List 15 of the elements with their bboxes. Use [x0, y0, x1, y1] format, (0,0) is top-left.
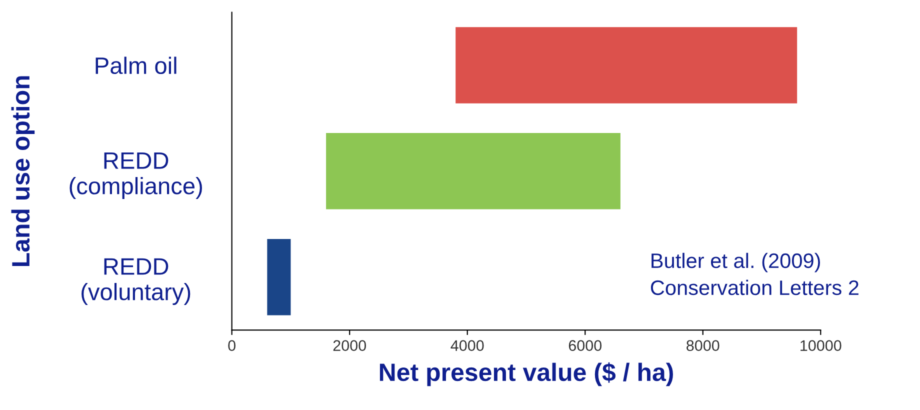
x-axis-title: Net present value ($ / ha) [380, 362, 673, 386]
y-axis-title: Land use option [11, 76, 35, 266]
x-tick-label: 6000 [568, 340, 602, 351]
x-tick-label: 4000 [450, 340, 484, 351]
x-tick-label: 8000 [686, 340, 720, 351]
bar [326, 133, 620, 210]
x-tick-label: 0 [228, 340, 236, 351]
y-tick-label: REDD (voluntary) [82, 258, 190, 305]
y-tick-label: REDD (compliance) [70, 152, 202, 200]
annotation: Butler et al. (2009) Conservation Letters 2 [650, 252, 858, 296]
bar [456, 27, 798, 104]
bar [267, 238, 291, 316]
x-tick-label: 2000 [333, 340, 366, 351]
x-tick-label: 10000 [800, 340, 842, 351]
y-tick-label: Palm oil [96, 56, 176, 74]
